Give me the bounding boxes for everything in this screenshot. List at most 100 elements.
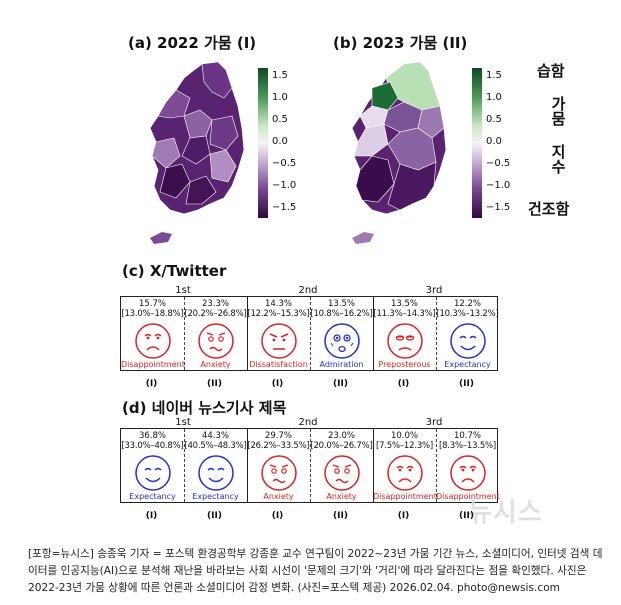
emotion-confidence-interval: [33.0%–40.8%] [121, 441, 184, 451]
cell-separator [373, 297, 374, 370]
cell-separator [436, 429, 437, 502]
cell-separator [247, 429, 248, 502]
expect-face-icon [133, 453, 173, 493]
period-label: (II) [459, 379, 474, 389]
twitter-emotion-grid: 15.7% [13.0%–18.8%] Disappointment 23.3% [20… [120, 296, 499, 371]
emotion-confidence-interval: [20.0%–26.7%] [310, 441, 373, 451]
cell-separator [436, 297, 437, 370]
emotion-confidence-interval: [26.2%–33.5%] [247, 441, 310, 451]
emotion-confidence-interval: [40.5%–48.3%] [184, 441, 247, 451]
emotion-confidence-interval: [13.0%–18.8%] [121, 309, 184, 319]
emotion-label: Anxiety [326, 492, 357, 501]
naver-rank-3: 3rd [425, 417, 443, 428]
map-2023 [351, 61, 447, 244]
period-label: (I) [145, 511, 158, 521]
colorbar-a-tick: 0.5 [272, 114, 288, 125]
period-label: (I) [397, 511, 410, 521]
cell-separator [310, 429, 311, 502]
cell-separator [184, 429, 185, 502]
cell-separator [247, 297, 248, 370]
naver-emotion-cell: 44.3% [40.5%–48.3%] Expectancy [184, 429, 247, 502]
naver-emotion-cell: 23.0% [20.0%–26.7%] Anxiety [310, 429, 373, 502]
emotion-label: Expectancy [192, 492, 239, 501]
naver-rank-2: 2nd [298, 417, 318, 428]
emotion-label: Disappointment [373, 492, 437, 501]
twitter-rank-3: 3rd [425, 285, 443, 296]
emotion-confidence-interval: [12.2%–15.3%] [247, 309, 310, 319]
preposterous-face-icon [385, 321, 425, 361]
period-label: (II) [333, 511, 348, 521]
twitter-section-title: (c) X/Twitter [122, 262, 227, 280]
colorbar-b-tick: −0.5 [486, 158, 511, 169]
emotion-label: Anxiety [200, 360, 231, 369]
emotion-confidence-interval: [7.5%–12.3%] [375, 441, 434, 451]
emotion-percentage: 23.3% [201, 299, 229, 309]
emotion-percentage: 44.3% [201, 431, 229, 441]
emotion-label: Admiration [319, 360, 364, 369]
map-b-title: (b) 2023 가뭄 (II) [333, 34, 468, 52]
naver-emotion-grid: 36.8% [33.0%–40.8%] Expectancy 44.3% [40.5%–… [120, 428, 500, 503]
expect-face-icon [196, 453, 236, 493]
twitter-emotion-cell: 13.5% [10.8%–16.2%] Admiration [310, 297, 373, 370]
period-label: (II) [459, 511, 474, 521]
twitter-emotion-cell: 12.2% [10.3%–13.2%] Expectancy [436, 297, 499, 370]
emotion-label: Expectancy [444, 360, 491, 369]
colorbar-b [472, 68, 482, 218]
emotion-percentage: 10.7% [453, 431, 481, 441]
map-2022 [149, 61, 245, 244]
period-label: (I) [397, 379, 410, 389]
period-label: (I) [271, 379, 284, 389]
emotion-percentage: 13.5% [390, 299, 418, 309]
cell-separator [310, 297, 311, 370]
colorbar-a-tick: −1.5 [272, 202, 297, 213]
angry-face-icon [259, 321, 299, 361]
colorbar-b-tick: −1.0 [486, 180, 511, 191]
naver-emotion-cell: 10.7% [8.3%–13.5%] Disappointment [436, 429, 500, 502]
naver-section-title: (d) 네이버 뉴스기사 제목 [122, 399, 287, 417]
twitter-emotion-cell: 23.3% [20.2%–26.8%] Anxiety [184, 297, 247, 370]
label-drought-index-text: 가뭄 지수 [549, 96, 567, 174]
twitter-rank-2: 2nd [298, 285, 318, 296]
twitter-emotion-cell: 13.5% [11.3%–14.3%] Preposterous [373, 297, 436, 370]
colorbar-a-tick: −1.0 [272, 180, 297, 191]
emotion-percentage: 29.7% [264, 431, 292, 441]
emotion-label: Preposterous [378, 360, 431, 369]
newsis-watermark: 뉴시스 [468, 498, 543, 528]
period-label: (II) [333, 379, 348, 389]
naver-emotion-cell: 29.7% [26.2%–33.5%] Anxiety [247, 429, 310, 502]
colorbar-a [258, 68, 268, 218]
sad-face-icon [448, 453, 488, 493]
twitter-rank-1: 1st [175, 285, 191, 296]
period-label: (I) [145, 379, 158, 389]
emotion-confidence-interval: [8.3%–13.5%] [438, 441, 497, 451]
period-label: (I) [271, 511, 284, 521]
emotion-percentage: 15.7% [138, 299, 166, 309]
emotion-confidence-interval: [20.2%–26.8%] [184, 309, 247, 319]
colorbar-a-tick: 0.0 [272, 136, 288, 147]
sad-face-icon [385, 453, 425, 493]
period-label: (II) [207, 511, 222, 521]
emotion-percentage: 13.5% [327, 299, 355, 309]
colorbar-a-tick: 1.5 [272, 70, 288, 81]
colorbar-b-tick: 0.0 [486, 136, 502, 147]
cell-separator [373, 429, 374, 502]
naver-rank-1: 1st [175, 417, 191, 428]
colorbar-b-tick: 1.5 [486, 70, 502, 81]
anxious-face-icon [322, 453, 362, 493]
emotion-label: Dissatisfaction [249, 360, 308, 369]
emotion-label: Anxiety [263, 492, 294, 501]
emotion-label: Disappointment [121, 360, 185, 369]
emotion-percentage: 23.0% [327, 431, 355, 441]
emotion-percentage: 10.0% [390, 431, 418, 441]
naver-emotion-cell: 10.0% [7.5%–12.3%] Disappointment [373, 429, 437, 502]
emotion-confidence-interval: [10.8%–16.2%] [310, 309, 373, 319]
admire-face-icon [322, 321, 362, 361]
emotion-percentage: 14.3% [264, 299, 292, 309]
sad-face-icon [133, 321, 173, 361]
label-dry: 건조함 [528, 200, 570, 218]
emotion-confidence-interval: [10.3%–13.2%] [436, 309, 499, 319]
emotion-percentage: 36.8% [138, 431, 166, 441]
anxious-face-icon [259, 453, 299, 493]
label-wet: 습함 [537, 62, 565, 80]
label-drought-index: 가뭄 지수 [547, 96, 567, 180]
